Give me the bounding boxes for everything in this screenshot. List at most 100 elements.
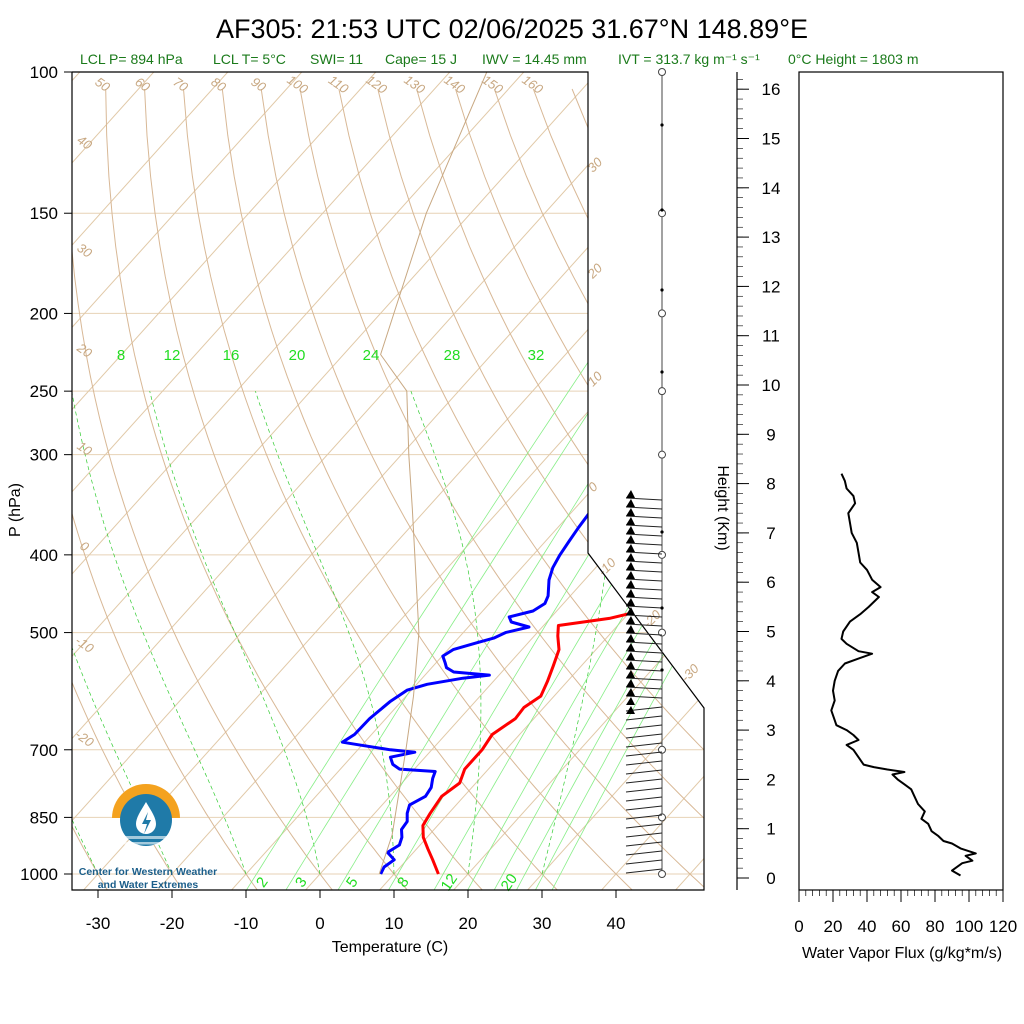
dry-adiabat xyxy=(571,88,704,890)
mixing-ratio-label: 8 xyxy=(117,347,125,364)
wind-pennant xyxy=(626,688,635,696)
height-tick-label: 4 xyxy=(766,672,775,691)
dry-adiabat xyxy=(377,88,704,890)
y-tick-label: 100 xyxy=(30,63,58,82)
dry-adiabat-label: 110 xyxy=(326,72,352,97)
dry-adiabat-label: 10 xyxy=(74,438,95,459)
mixing-ratio-line xyxy=(387,361,704,890)
height-tick-label: 5 xyxy=(766,623,775,642)
wind-barb xyxy=(625,868,663,874)
mixing-ratio-label: 20 xyxy=(498,871,521,894)
y-tick-label: 500 xyxy=(30,624,58,643)
dry-adiabat-label: -10 xyxy=(73,633,98,657)
mixing-ratio-label: 20 xyxy=(289,347,306,364)
moist-adiabat xyxy=(72,391,247,875)
wind-pennant xyxy=(626,589,635,597)
isotherm xyxy=(156,72,704,890)
dry-adiabat-label: 30 xyxy=(74,240,95,261)
dry-adiabat xyxy=(183,88,559,890)
dry-adiabat xyxy=(72,88,109,890)
dry-adiabat xyxy=(72,88,184,890)
wind-pennant xyxy=(626,508,635,516)
dry-adiabat-label: 0 xyxy=(77,538,92,555)
isotherm xyxy=(72,72,155,890)
wind-pennant xyxy=(626,697,635,705)
y-tick-label: 250 xyxy=(30,382,58,401)
x-tick-label: 30 xyxy=(533,914,552,933)
logo-line1: Center for Western Weather xyxy=(79,866,217,878)
cw3e-logo: Center for Western Weather and Water Ext… xyxy=(79,784,217,891)
wind-pennant xyxy=(626,706,635,714)
isotherm xyxy=(72,72,525,890)
mixing-ratio-label: 12 xyxy=(438,871,461,894)
mixing-ratio-line xyxy=(433,361,704,890)
wind-barb xyxy=(625,724,663,730)
dry-adiabat xyxy=(688,88,704,890)
wind-barb xyxy=(625,587,663,591)
dry-adiabat xyxy=(610,88,704,890)
wind-barb xyxy=(625,715,663,721)
wind-dot xyxy=(660,370,664,374)
wind-pennant xyxy=(626,607,635,615)
info-cape: Cape= 15 J xyxy=(385,51,457,67)
height-tick-label: 8 xyxy=(766,475,775,494)
height-tick-label: 14 xyxy=(762,179,781,198)
y-axis-label: P (hPa) xyxy=(7,483,24,537)
x-tick-label: -10 xyxy=(234,914,259,933)
x-tick-label: 40 xyxy=(607,914,626,933)
flux-x-tick-label: 80 xyxy=(926,917,945,936)
wind-pennant xyxy=(626,580,635,588)
wind-pennant xyxy=(626,571,635,579)
mixing-ratio-label: 5 xyxy=(343,874,362,891)
mixing-ratio-line xyxy=(551,361,704,890)
dry-adiabat-label: 130 xyxy=(401,72,428,97)
flux-x-axis-label: Water Vapor Flux (g/kg*m/s) xyxy=(802,945,1002,962)
logo-line2: and Water Extremes xyxy=(98,879,199,891)
wind-barb xyxy=(625,760,663,766)
moist-adiabat xyxy=(410,390,482,875)
dry-adiabat xyxy=(144,88,484,890)
wind-barb xyxy=(625,742,663,748)
wind-barb xyxy=(625,695,663,699)
height-tick-label: 10 xyxy=(762,376,781,395)
isotherm xyxy=(600,72,704,890)
isotherm xyxy=(230,72,704,890)
dry-adiabat-label: 50 xyxy=(92,74,113,95)
height-tick-label: 12 xyxy=(762,277,781,296)
x-axis-label: Temperature (C) xyxy=(332,939,448,956)
wind-barb xyxy=(625,841,663,847)
dry-adiabat xyxy=(221,88,634,890)
wind-barb xyxy=(625,506,663,510)
moist-adiabat xyxy=(541,391,616,875)
y-tick-label: 150 xyxy=(30,204,58,223)
flux-line xyxy=(830,473,977,877)
flux-frame xyxy=(798,71,1004,891)
wind-pennant xyxy=(626,490,635,498)
thermo-labels: 50 60 70 80 90 100 110 120 130 140 150 160403020100… xyxy=(73,72,703,894)
info-lcl-t: LCL T= 5°C xyxy=(213,51,286,67)
wind-level-circle xyxy=(658,870,666,878)
wind-barb xyxy=(625,733,663,739)
wind-barb xyxy=(625,677,663,681)
moist-adiabat-label: -30 xyxy=(678,660,702,684)
wind-pennant xyxy=(626,553,635,561)
dry-adiabat-label: 140 xyxy=(441,72,468,97)
wind-barb xyxy=(625,551,663,555)
wind-barb xyxy=(625,778,663,784)
series-dewpoint xyxy=(340,502,601,875)
height-tick-label: 11 xyxy=(762,327,780,346)
moist-adiabat-label: 0 xyxy=(585,478,601,494)
dry-adiabat xyxy=(338,88,704,890)
wind-level-circle xyxy=(658,309,666,318)
wind-barb xyxy=(625,859,663,865)
mixing-ratio-line xyxy=(245,361,589,890)
series-parcel xyxy=(378,72,488,875)
dry-adiabat xyxy=(493,88,704,890)
dry-adiabat xyxy=(72,88,334,890)
isotherm xyxy=(749,72,1024,891)
mixing-ratio-label: 32 xyxy=(528,347,545,364)
y-tick-label: 400 xyxy=(30,546,58,565)
wind-dot xyxy=(660,606,664,610)
wind-barb xyxy=(625,769,663,775)
